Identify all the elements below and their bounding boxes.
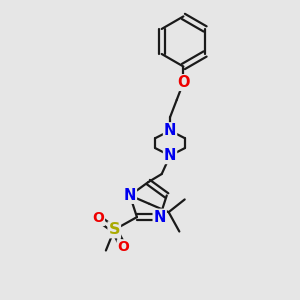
Text: N: N bbox=[154, 210, 166, 225]
Text: S: S bbox=[109, 222, 120, 237]
Text: N: N bbox=[164, 148, 176, 163]
Text: O: O bbox=[177, 75, 190, 90]
Text: O: O bbox=[92, 211, 104, 225]
Text: N: N bbox=[124, 188, 136, 203]
Text: O: O bbox=[118, 240, 130, 254]
Text: N: N bbox=[164, 123, 176, 138]
